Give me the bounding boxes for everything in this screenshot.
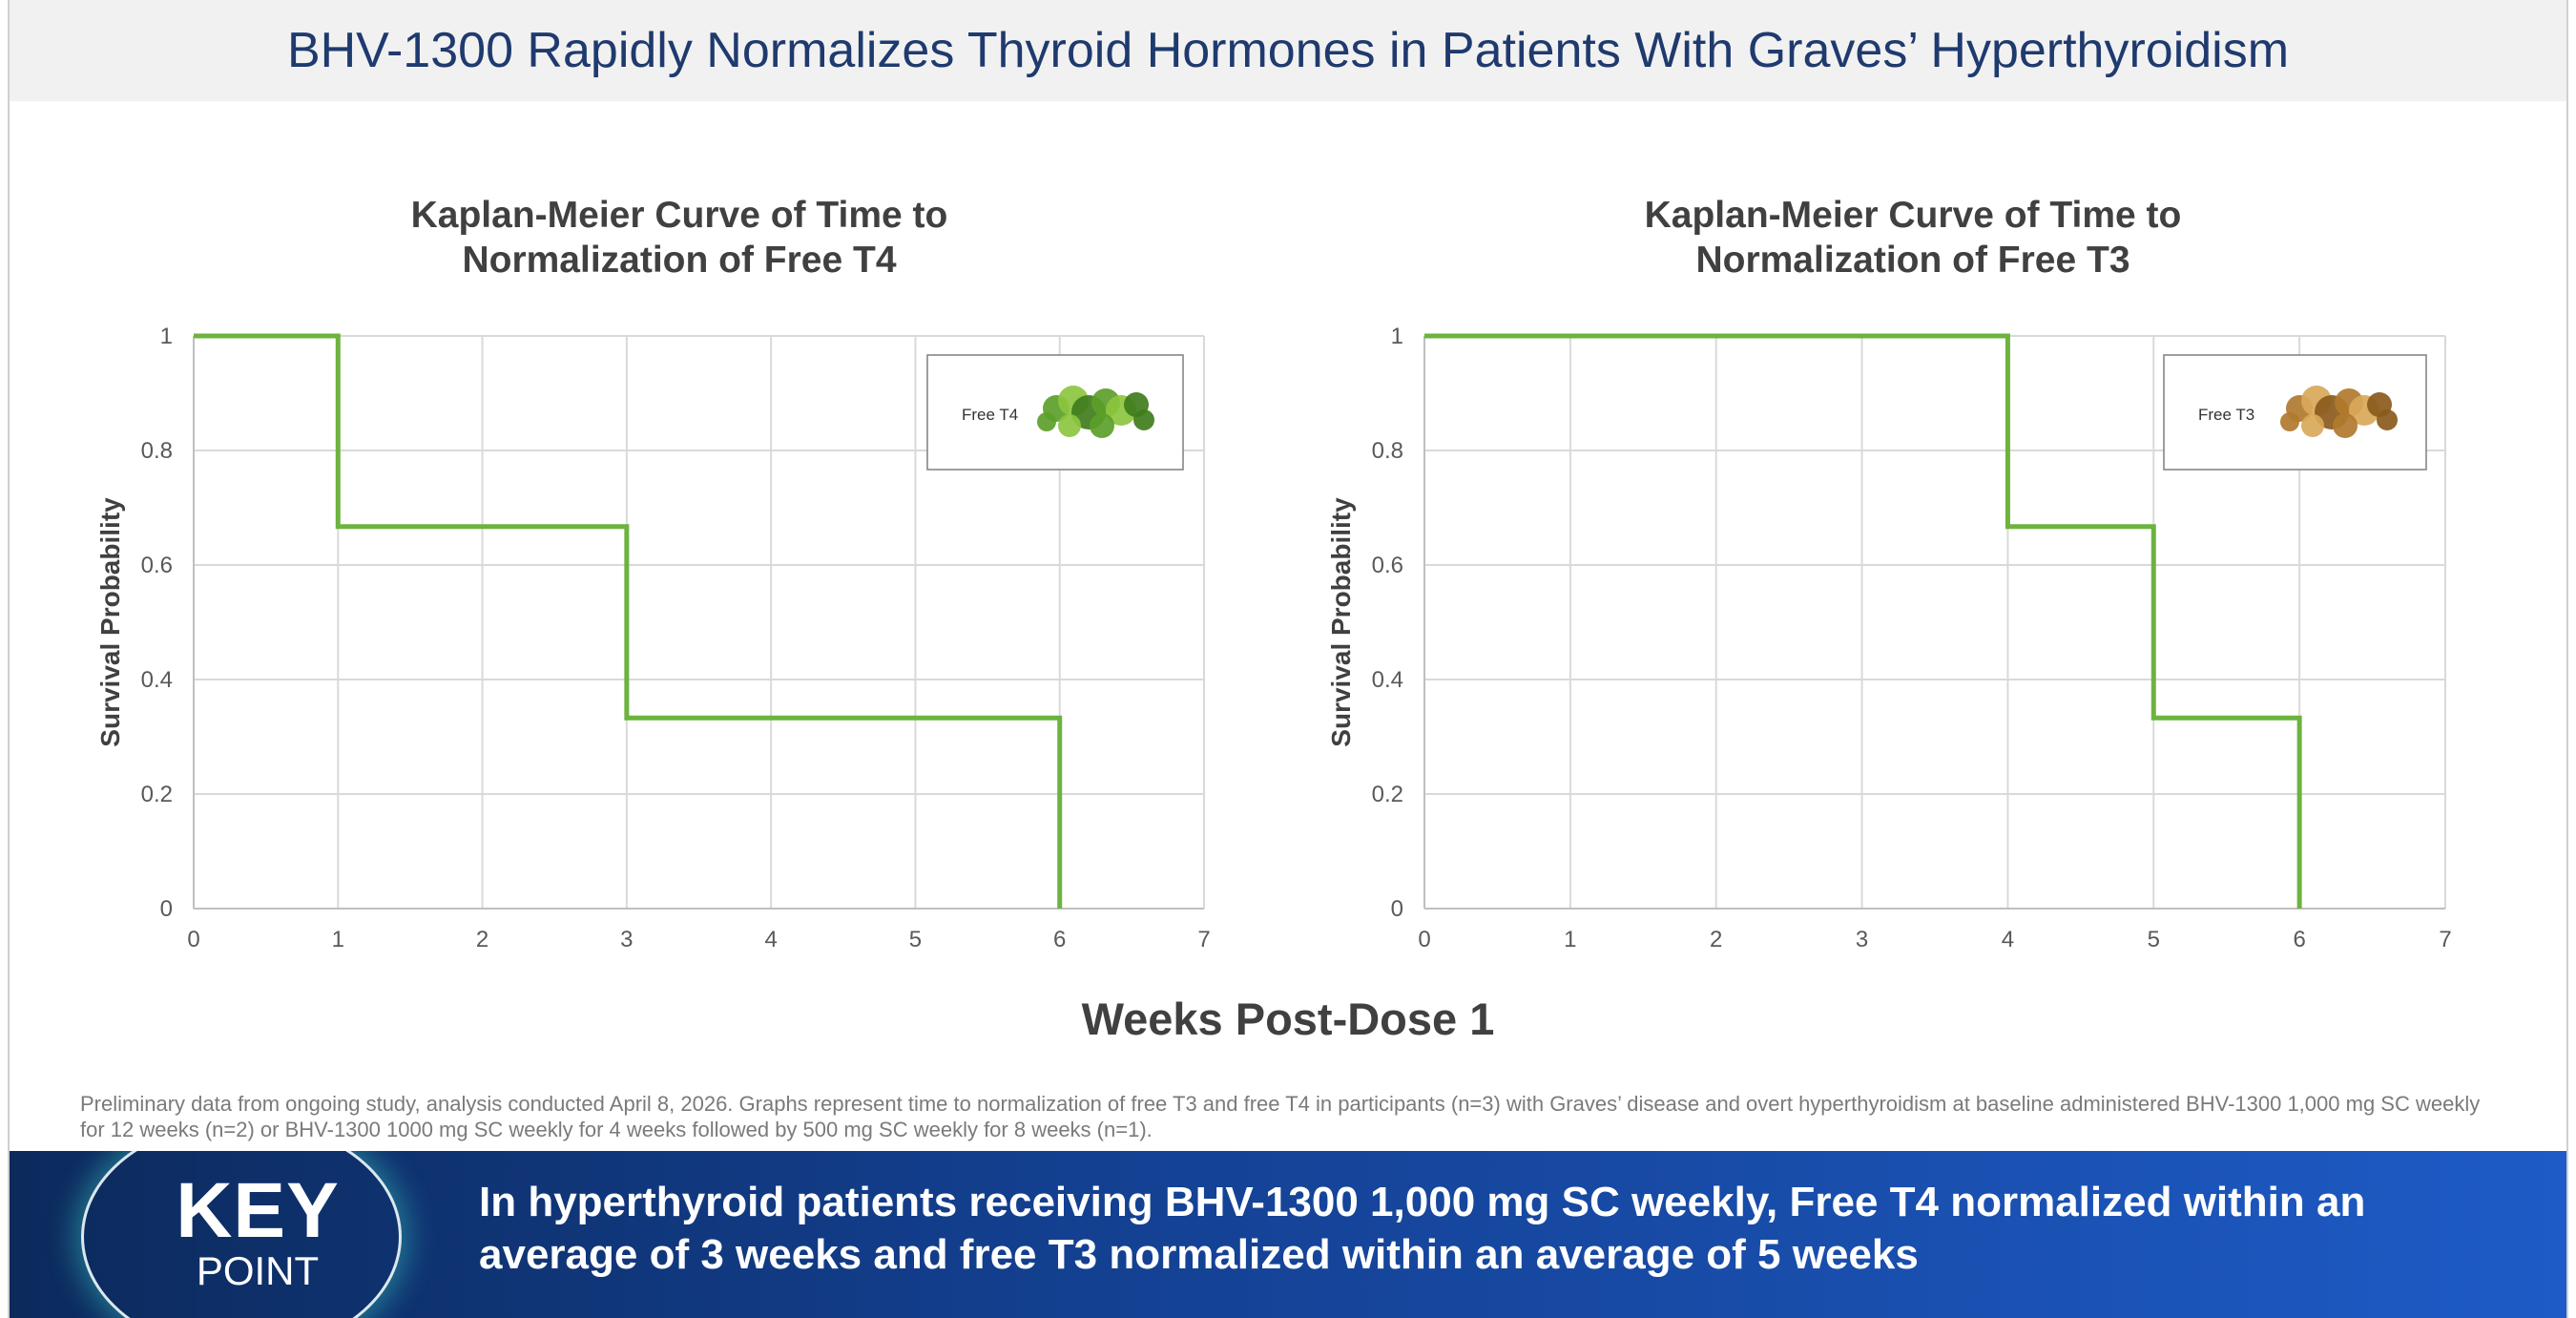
chart-title-t3-line2: Normalization of Free T3 bbox=[1695, 240, 2130, 281]
x-tick-label: 6 bbox=[1053, 927, 1066, 952]
x-tick-label: 4 bbox=[764, 927, 777, 952]
x-tick-label: 2 bbox=[1710, 927, 1722, 952]
y-tick-label: 0.8 bbox=[141, 438, 173, 464]
molecule-atom bbox=[2301, 414, 2324, 437]
x-tick-label: 5 bbox=[2148, 927, 2160, 952]
molecule-atom bbox=[2333, 413, 2358, 438]
x-tick-label: 1 bbox=[1564, 927, 1576, 952]
molecule-icon bbox=[1037, 386, 1154, 438]
inset-label: Free T4 bbox=[962, 406, 1018, 424]
molecule-atom bbox=[1090, 413, 1114, 438]
y-tick-label: 0 bbox=[160, 896, 173, 922]
key-point-word: KEY bbox=[176, 1167, 340, 1254]
key-point-banner: KEY POINT In hyperthyroid patients recei… bbox=[10, 1151, 2566, 1318]
inset-label: Free T3 bbox=[2198, 406, 2254, 424]
y-tick-label: 0.4 bbox=[141, 667, 173, 693]
x-tick-label: 0 bbox=[187, 927, 199, 952]
x-axis-label: Weeks Post-Dose 1 bbox=[1081, 994, 1495, 1044]
y-axis-label: Survival Probability bbox=[1326, 497, 1356, 747]
slide-frame bbox=[8, 0, 2568, 1318]
key-point-text: In hyperthyroid patients receiving BHV-1… bbox=[479, 1179, 2366, 1278]
y-tick-label: 0.4 bbox=[1372, 667, 1403, 693]
molecule-atom bbox=[1037, 412, 1056, 431]
x-tick-label: 6 bbox=[2293, 927, 2305, 952]
y-tick-label: 0.2 bbox=[141, 782, 173, 807]
y-tick-label: 0.2 bbox=[1372, 782, 1403, 807]
molecule-icon bbox=[2280, 386, 2398, 438]
chart-t4: 0 1 2 3 4 5 6 7 0 0.2 0.4 0.6 0.8 1 Survival Probabili… bbox=[95, 324, 1211, 952]
chart-t3: 0 1 2 3 4 5 6 7 0 0.2 0.4 0.6 0.8 1 Survival Probabili… bbox=[1326, 324, 2452, 952]
y-tick-label: 0 bbox=[1391, 896, 1403, 922]
chart-title-t3-line1: Kaplan-Meier Curve of Time to bbox=[1644, 195, 2182, 236]
title-bar: BHV-1300 Rapidly Normalizes Thyroid Horm… bbox=[10, 0, 2566, 101]
y-axis-label: Survival Probability bbox=[95, 497, 125, 747]
x-tick-label: 0 bbox=[1418, 927, 1430, 952]
molecule-atom bbox=[2377, 409, 2398, 430]
molecule-atom bbox=[1133, 409, 1154, 430]
x-tick-label: 2 bbox=[476, 927, 488, 952]
x-tick-label: 3 bbox=[620, 927, 633, 952]
x-tick-label: 1 bbox=[332, 927, 344, 952]
x-tick-label: 7 bbox=[2439, 927, 2451, 952]
y-tick-label: 0.8 bbox=[1372, 438, 1403, 464]
slide-title: BHV-1300 Rapidly Normalizes Thyroid Horm… bbox=[286, 23, 2290, 78]
x-tick-label: 7 bbox=[1197, 927, 1210, 952]
molecule-atom bbox=[1058, 414, 1081, 437]
molecule-atom bbox=[2280, 412, 2299, 431]
x-tick-label: 5 bbox=[909, 927, 922, 952]
x-tick-label: 4 bbox=[2002, 927, 2014, 952]
chart-title-t4-line2: Normalization of Free T4 bbox=[462, 240, 897, 281]
chart-title-t4-line1: Kaplan-Meier Curve of Time to bbox=[410, 195, 948, 236]
km-step-line bbox=[194, 333, 1063, 909]
y-tick-label: 0.6 bbox=[1372, 553, 1403, 578]
km-step-line bbox=[1424, 333, 2302, 909]
chart-title-t3: Kaplan-Meier Curve of Time to Normalizat… bbox=[1436, 193, 2390, 282]
x-tick-label: 3 bbox=[1856, 927, 1868, 952]
chart-title-t4: Kaplan-Meier Curve of Time to Normalizat… bbox=[202, 193, 1156, 282]
y-tick-label: 1 bbox=[1391, 324, 1403, 349]
y-tick-label: 1 bbox=[160, 324, 173, 349]
y-tick-label: 0.6 bbox=[141, 553, 173, 578]
footnote: Preliminary data from ongoing study, ana… bbox=[80, 1092, 2481, 1141]
key-point-sub: POINT bbox=[196, 1248, 320, 1293]
